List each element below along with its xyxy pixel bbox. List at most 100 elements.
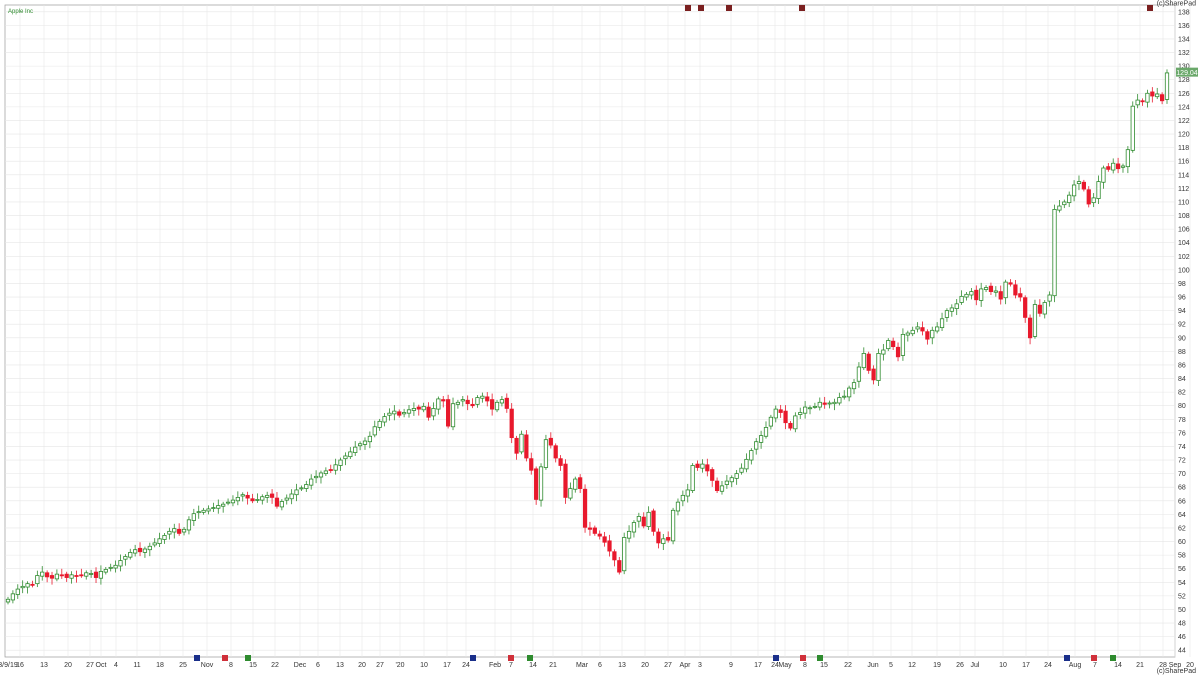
y-tick-label: 48 [1178, 621, 1186, 628]
dividend-marker[interactable] [698, 5, 704, 11]
candle-body [763, 427, 769, 437]
x-tick-label: 7 [1093, 662, 1097, 669]
candle-body [69, 574, 74, 579]
candle-body [294, 489, 299, 496]
candle-body [509, 408, 514, 439]
dividend-marker[interactable] [1147, 5, 1153, 11]
candle-body [79, 574, 84, 577]
candle-body [705, 464, 710, 472]
candle-body [377, 420, 382, 428]
candle-body [1135, 99, 1140, 106]
report-marker[interactable] [1110, 655, 1116, 661]
y-tick-label: 104 [1178, 240, 1190, 247]
candle-body [348, 451, 353, 458]
y-tick-label: 98 [1178, 281, 1186, 288]
dividend-marker[interactable] [685, 5, 691, 11]
candle-body [783, 410, 788, 424]
candle-body [367, 435, 372, 443]
y-tick-label: 136 [1178, 23, 1190, 30]
y-tick-label: 62 [1178, 525, 1186, 532]
candle-body [636, 516, 641, 522]
candle-body [988, 285, 994, 293]
candle-body [284, 497, 289, 501]
candle-body [568, 488, 573, 499]
candle-body [519, 433, 524, 453]
report-marker[interactable] [817, 655, 823, 661]
x-tick-label: 6 [598, 662, 602, 669]
candle-body [714, 480, 720, 492]
candle-body [690, 465, 695, 492]
x-tick-label: 26 [956, 662, 964, 669]
candle-body [103, 568, 108, 573]
report-marker[interactable] [1091, 655, 1097, 661]
x-tick-label: May [778, 662, 792, 669]
candle-body [895, 346, 901, 358]
candle-body [979, 288, 984, 301]
x-tick-label: 6 [316, 662, 320, 669]
candle-body [206, 508, 211, 512]
candle-body [343, 455, 348, 460]
x-tick-label: '20 [395, 662, 404, 669]
x-tick-label: 7 [509, 662, 513, 669]
x-tick-label: Jun [867, 662, 878, 669]
candle-body [1155, 93, 1160, 98]
dividend-marker[interactable] [726, 5, 732, 11]
report-marker[interactable] [773, 655, 779, 661]
candle-body [920, 327, 925, 332]
candle-body [10, 593, 16, 601]
candle-body [240, 494, 245, 497]
candle-body [617, 560, 622, 573]
candle-body [954, 303, 959, 309]
candle-body [480, 395, 485, 399]
x-tick-label: 5 [889, 662, 893, 669]
candle-body [1091, 197, 1096, 204]
candle-body [1111, 162, 1116, 171]
report-marker[interactable] [508, 655, 514, 661]
y-tick-label: 120 [1178, 132, 1190, 139]
x-tick-label: 17 [754, 662, 762, 669]
report-marker[interactable] [222, 655, 228, 661]
x-tick-label: 28 [1159, 662, 1167, 669]
candle-body [1023, 297, 1028, 318]
candle-body [402, 412, 407, 415]
candle-body [871, 368, 876, 381]
candle-body [431, 408, 436, 417]
report-marker[interactable] [1064, 655, 1070, 661]
candle-body [1086, 189, 1091, 205]
y-tick-label: 54 [1178, 580, 1186, 587]
candle-body [84, 572, 89, 577]
candle-body [142, 548, 148, 553]
y-tick-label: 134 [1178, 36, 1190, 43]
candle-body [949, 307, 954, 312]
candle-body [842, 395, 847, 398]
y-tick-label: 126 [1178, 91, 1190, 98]
candle-body [548, 437, 553, 446]
report-marker[interactable] [527, 655, 533, 661]
report-marker[interactable] [470, 655, 476, 661]
report-marker[interactable] [245, 655, 251, 661]
candle-body [847, 387, 852, 398]
candle-body [944, 310, 950, 318]
candle-body [299, 487, 304, 490]
candle-body [612, 551, 617, 561]
candle-body [455, 401, 461, 405]
x-tick-label: 24 [462, 662, 470, 669]
x-tick-label: 25 [179, 662, 187, 669]
x-tick-label: 27 [376, 662, 384, 669]
candle-body [289, 493, 294, 500]
candle-body [5, 598, 11, 603]
x-tick-label: 13 [336, 662, 344, 669]
candle-body [172, 528, 177, 533]
report-marker[interactable] [194, 655, 200, 661]
report-marker[interactable] [800, 655, 806, 661]
candles [5, 69, 1170, 605]
candle-body [504, 397, 509, 409]
candle-body [1052, 209, 1057, 297]
candle-body [910, 329, 915, 335]
candle-body [123, 556, 128, 560]
candle-body [891, 340, 896, 348]
y-tick-label: 76 [1178, 430, 1186, 437]
candle-body [25, 583, 30, 588]
dividend-marker[interactable] [799, 5, 805, 11]
x-tick-label: Dec [294, 662, 307, 669]
